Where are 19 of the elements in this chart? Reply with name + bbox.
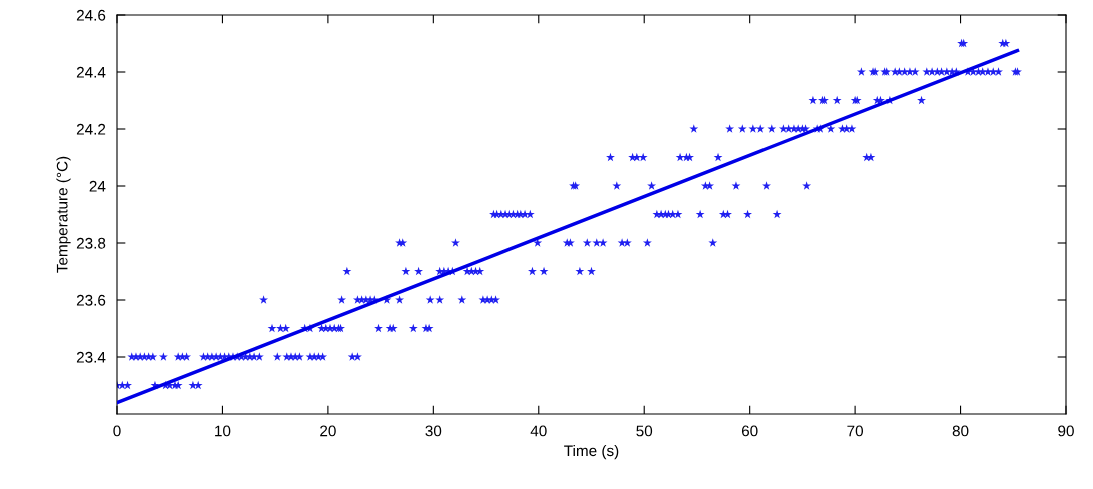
y-tick-label: 24.6	[76, 9, 106, 21]
x-tick-label: 60	[741, 425, 758, 437]
x-tick-label: 40	[530, 425, 547, 437]
y-axis-title: Temperature (°C)	[56, 156, 71, 273]
y-tick-label: 23.4	[76, 351, 106, 363]
x-tick-label: 30	[425, 425, 442, 437]
x-tick-label: 90	[1058, 425, 1074, 437]
x-tick-label: 80	[952, 425, 969, 437]
x-tick-label: 70	[847, 425, 864, 437]
y-tick-label: 23.6	[76, 294, 106, 306]
y-tick-label: 23.8	[76, 237, 106, 249]
x-tick-label: 10	[215, 425, 231, 437]
x-tick-label: 0	[113, 425, 121, 437]
y-tick-label: 24	[89, 180, 106, 192]
x-axis-title: Time (s)	[564, 444, 619, 460]
y-tick-label: 24.4	[76, 66, 106, 78]
x-tick-label: 20	[320, 425, 336, 437]
x-tick-label: 50	[636, 425, 653, 437]
y-tick-label: 24.2	[76, 123, 106, 135]
